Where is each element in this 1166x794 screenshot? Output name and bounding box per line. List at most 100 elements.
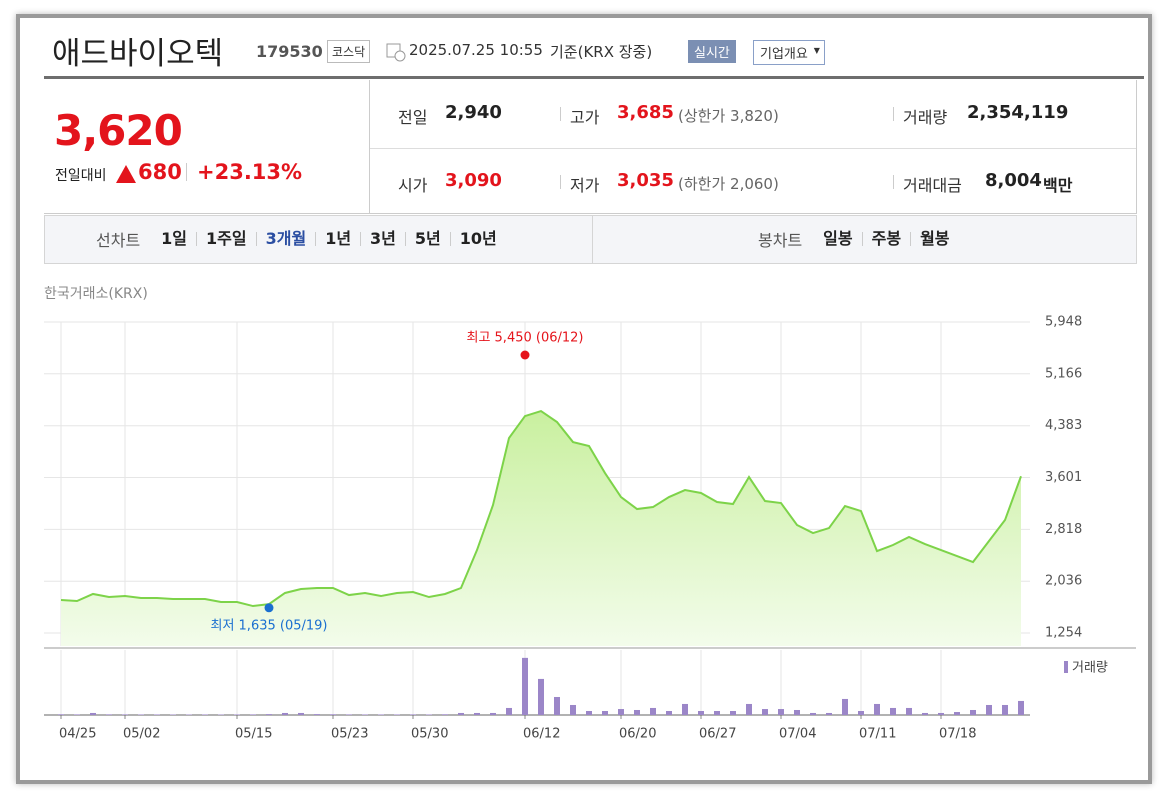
timestamp: 2025.07.25 10:55 <box>409 41 543 59</box>
stock-name: 애드바이오텍 <box>52 36 224 72</box>
x-tick-label: 06/20 <box>619 727 656 742</box>
x-tick-label: 05/15 <box>235 727 272 742</box>
volume-bar <box>58 714 64 715</box>
row-divider <box>370 148 1136 149</box>
x-tick-label: 06/12 <box>523 727 560 742</box>
change-label: 전일대비 <box>55 168 107 184</box>
volume-bar <box>650 707 656 715</box>
realtime-badge[interactable]: 실시간 <box>688 40 736 63</box>
separator <box>560 107 561 121</box>
stat-label: 저가 <box>570 176 600 195</box>
x-tick-label: 07/11 <box>859 727 896 742</box>
volume-bar <box>490 712 496 715</box>
line-chart-tabs: 선차트 1일 1주일 3개월 1년 3년 5년 10년 <box>96 215 506 263</box>
volume-bar <box>698 711 704 715</box>
x-tick-label: 06/27 <box>699 727 736 742</box>
volume-bar <box>234 714 240 715</box>
volume-bar <box>826 712 832 715</box>
volume-bar <box>570 704 576 715</box>
volume-bar <box>954 712 960 715</box>
volume-bar <box>202 714 208 715</box>
y-tick-label: 2,818 <box>1045 522 1082 537</box>
volume-bar <box>666 711 672 715</box>
volume-bar <box>122 714 128 715</box>
period-tab[interactable]: 3년 <box>360 231 405 247</box>
period-tab[interactable]: 1년 <box>315 231 360 247</box>
stat-note: (하한가 2,060) <box>678 175 779 193</box>
volume-bar <box>938 712 944 715</box>
volume-bar <box>346 714 352 715</box>
volume-bar <box>330 714 336 715</box>
y-tick-label: 2,036 <box>1045 574 1082 589</box>
quote-divider <box>369 80 370 213</box>
period-tab[interactable]: 10년 <box>449 231 506 247</box>
stat-note: (상한가 3,820) <box>678 107 779 125</box>
stat-label: 전일 <box>398 108 428 127</box>
stat-value: 2,940 <box>445 102 502 123</box>
period-tab[interactable]: 1일 <box>161 229 188 248</box>
volume-bar <box>922 712 928 715</box>
volume-bar <box>90 712 96 715</box>
stat-label: 거래량 <box>903 108 948 127</box>
tab-heading: 선차트 <box>96 231 141 250</box>
volume-bar <box>618 709 624 715</box>
stat-unit: 백만 <box>1043 176 1073 195</box>
volume-bar <box>74 714 80 715</box>
volume-bar <box>554 696 560 715</box>
period-tab[interactable]: 5년 <box>404 231 450 247</box>
x-tick-label: 05/30 <box>411 727 448 742</box>
volume-bar <box>282 712 288 715</box>
volume-bar <box>970 709 976 715</box>
stock-code: 179530 <box>256 42 323 61</box>
frame <box>16 14 1152 784</box>
volume-bar <box>890 707 896 715</box>
volume-bar <box>250 714 256 715</box>
stat-value: 8,004 <box>985 170 1042 191</box>
y-tick-label: 4,383 <box>1045 418 1082 433</box>
volume-bar <box>138 714 144 715</box>
volume-bar <box>362 714 368 715</box>
volume-bar <box>858 711 864 715</box>
legend-swatch <box>1064 661 1068 673</box>
stat-label: 고가 <box>570 108 600 127</box>
volume-bar <box>602 711 608 715</box>
extreme-label: 최저 1,635 (05/19) <box>210 618 327 633</box>
period-tab[interactable]: 일봉 <box>823 229 853 248</box>
period-tab[interactable]: 월봉 <box>910 231 958 247</box>
period-tab[interactable]: 3개월 <box>255 231 316 247</box>
volume-bar <box>474 712 480 715</box>
basis: 기준(KRX 장중) <box>550 43 653 61</box>
volume-bar <box>586 711 592 715</box>
volume-bar <box>538 678 544 715</box>
period-tab[interactable]: 주봉 <box>861 231 910 247</box>
change-sep <box>186 163 187 181</box>
quote-box <box>44 80 1137 214</box>
company-info-button[interactable]: 기업개요 ▼ <box>753 40 825 65</box>
separator <box>893 175 894 189</box>
volume-bar <box>458 712 464 715</box>
source: 한국거래소(KRX) <box>44 286 148 302</box>
stat-value: 3,685 <box>617 102 674 123</box>
volume-bar <box>810 712 816 715</box>
x-tick-label: 04/25 <box>59 727 96 742</box>
volume-bar <box>378 714 384 715</box>
period-tab[interactable]: 1주일 <box>196 231 256 247</box>
y-tick-label: 3,601 <box>1045 470 1082 485</box>
volume-bar <box>314 714 320 715</box>
price-area <box>61 411 1021 646</box>
x-tick-label: 07/04 <box>779 727 816 742</box>
header-rule <box>44 76 1144 79</box>
volume-bar <box>778 709 784 715</box>
separator <box>560 175 561 189</box>
market-badge: 코스닥 <box>327 40 371 63</box>
extreme-marker <box>264 603 274 613</box>
volume-bar <box>442 714 448 715</box>
volume-bar <box>154 714 160 715</box>
volume-bar <box>266 714 272 715</box>
change-pct: +23.13% <box>197 160 303 184</box>
volume-bar <box>298 712 304 715</box>
volume-bar <box>506 707 512 715</box>
x-tick-label: 07/18 <box>939 727 976 742</box>
volume-bar <box>794 709 800 715</box>
